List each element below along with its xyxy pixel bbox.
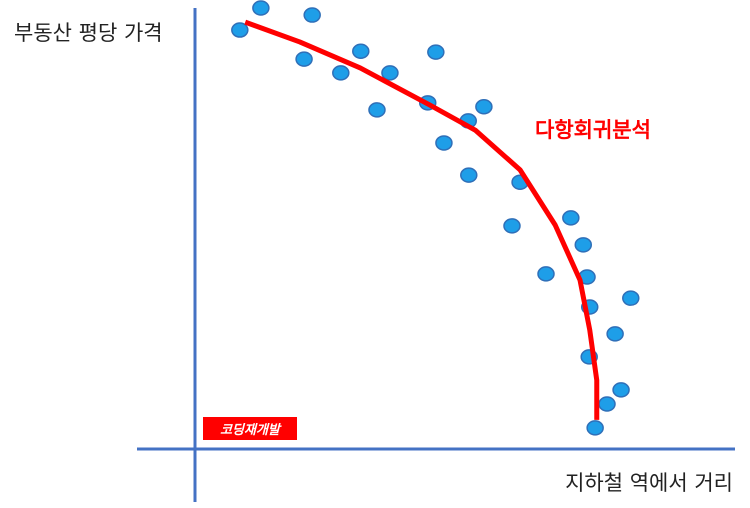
data-point [586, 420, 604, 436]
data-point [303, 7, 321, 23]
data-point [606, 326, 624, 342]
data-point [503, 218, 521, 234]
badge: 코딩재개발 [220, 422, 282, 438]
data-point [381, 65, 399, 81]
data-point [562, 210, 580, 226]
regression-curve [244, 19, 600, 420]
data-point [252, 0, 270, 16]
y-axis-label: 부동산 평당 가격 [14, 21, 163, 45]
data-point [231, 22, 249, 38]
data-point [332, 65, 350, 81]
data-point [368, 102, 386, 118]
data-point [427, 44, 445, 60]
data-point [612, 382, 630, 398]
data-point [352, 43, 370, 59]
badge-box [203, 417, 297, 440]
data-point [475, 99, 493, 115]
data-point [460, 167, 478, 183]
data-point [295, 51, 313, 67]
data-point [622, 290, 640, 306]
curve-label: 다항회귀분석 [535, 118, 651, 142]
data-point [598, 396, 616, 412]
data-point [574, 237, 593, 253]
data-point [435, 135, 453, 151]
x-axis-label: 지하철 역에서 거리 [565, 471, 733, 495]
data-point [537, 266, 555, 282]
